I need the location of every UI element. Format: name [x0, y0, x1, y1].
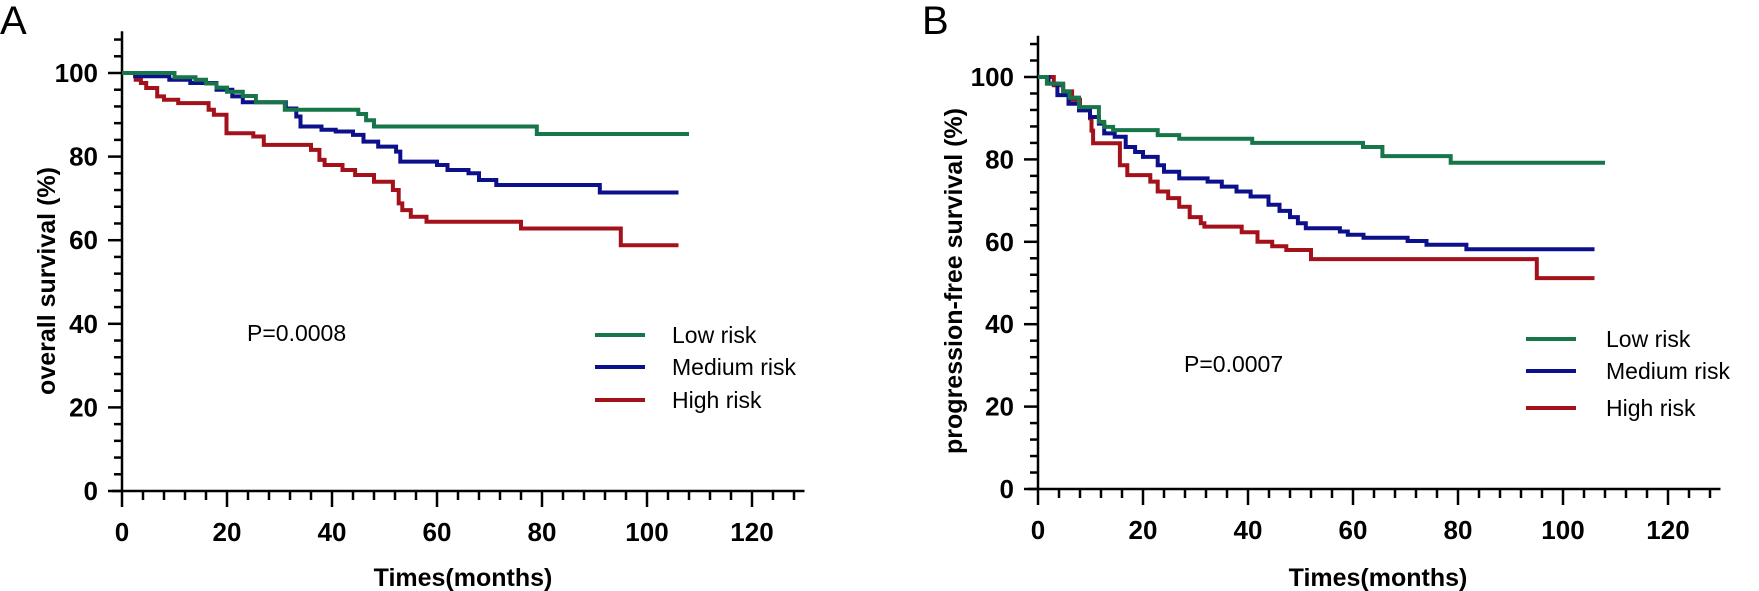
y-tick-label: 100: [971, 62, 1014, 92]
survival-curve-low-risk: [1038, 75, 1605, 165]
x-axis-title-b: Times(months): [1289, 564, 1468, 591]
x-tick-label: 40: [318, 517, 347, 547]
x-tick-label: 100: [1541, 515, 1584, 545]
legend-label-high: High risk: [672, 387, 762, 413]
y-tick-label: 60: [985, 227, 1014, 257]
x-tick-label: 120: [730, 517, 773, 547]
legend-label-medium: Medium risk: [672, 354, 796, 380]
panel-a-overall-survival: A overall survival (%) Times(months) P=0…: [0, 0, 805, 591]
survival-curve-medium-risk: [1038, 75, 1595, 252]
y-tick-label: 20: [69, 392, 98, 422]
y-tick-label: 80: [985, 144, 1014, 174]
x-tick-label: 80: [1444, 515, 1473, 545]
x-tick-label: 100: [625, 517, 668, 547]
y-axis-title-a: overall survival (%): [33, 167, 61, 395]
y-tick-label: 100: [55, 58, 98, 88]
y-axis-title-b: progression-free survival (%): [940, 108, 968, 454]
x-tick-label: 60: [423, 517, 452, 547]
x-tick-label: 20: [213, 517, 242, 547]
legend-label-high: High risk: [1606, 395, 1696, 421]
x-axis-title-a: Times(months): [374, 564, 553, 591]
survival-curve-high-risk: [122, 71, 679, 248]
y-tick-label: 0: [84, 476, 98, 506]
p-value-b: P=0.0007: [1184, 351, 1283, 377]
x-tick-label: 120: [1646, 515, 1689, 545]
x-tick-label: 80: [528, 517, 557, 547]
y-tick-label: 40: [69, 309, 98, 339]
legend-label-medium: Medium risk: [1606, 358, 1730, 384]
panel-label-a: A: [0, 0, 27, 43]
y-tick-label: 40: [985, 309, 1014, 339]
x-tick-label: 40: [1234, 515, 1263, 545]
legend-label-low: Low risk: [672, 322, 757, 348]
panel-b-progression-free-survival: B progression-free survival (%) Times(mo…: [922, 0, 1730, 591]
x-tick-label: 0: [1031, 515, 1045, 545]
y-tick-label: 20: [985, 392, 1014, 422]
survival-curve-low-risk: [122, 71, 689, 136]
p-value-a: P=0.0008: [247, 320, 346, 346]
y-tick-label: 80: [69, 142, 98, 172]
legend-label-low: Low risk: [1606, 326, 1691, 352]
x-tick-label: 20: [1129, 515, 1158, 545]
y-tick-label: 0: [1000, 474, 1014, 504]
panel-label-b: B: [922, 0, 949, 43]
x-tick-label: 60: [1339, 515, 1368, 545]
y-tick-label: 60: [69, 225, 98, 255]
x-tick-label: 0: [115, 517, 129, 547]
